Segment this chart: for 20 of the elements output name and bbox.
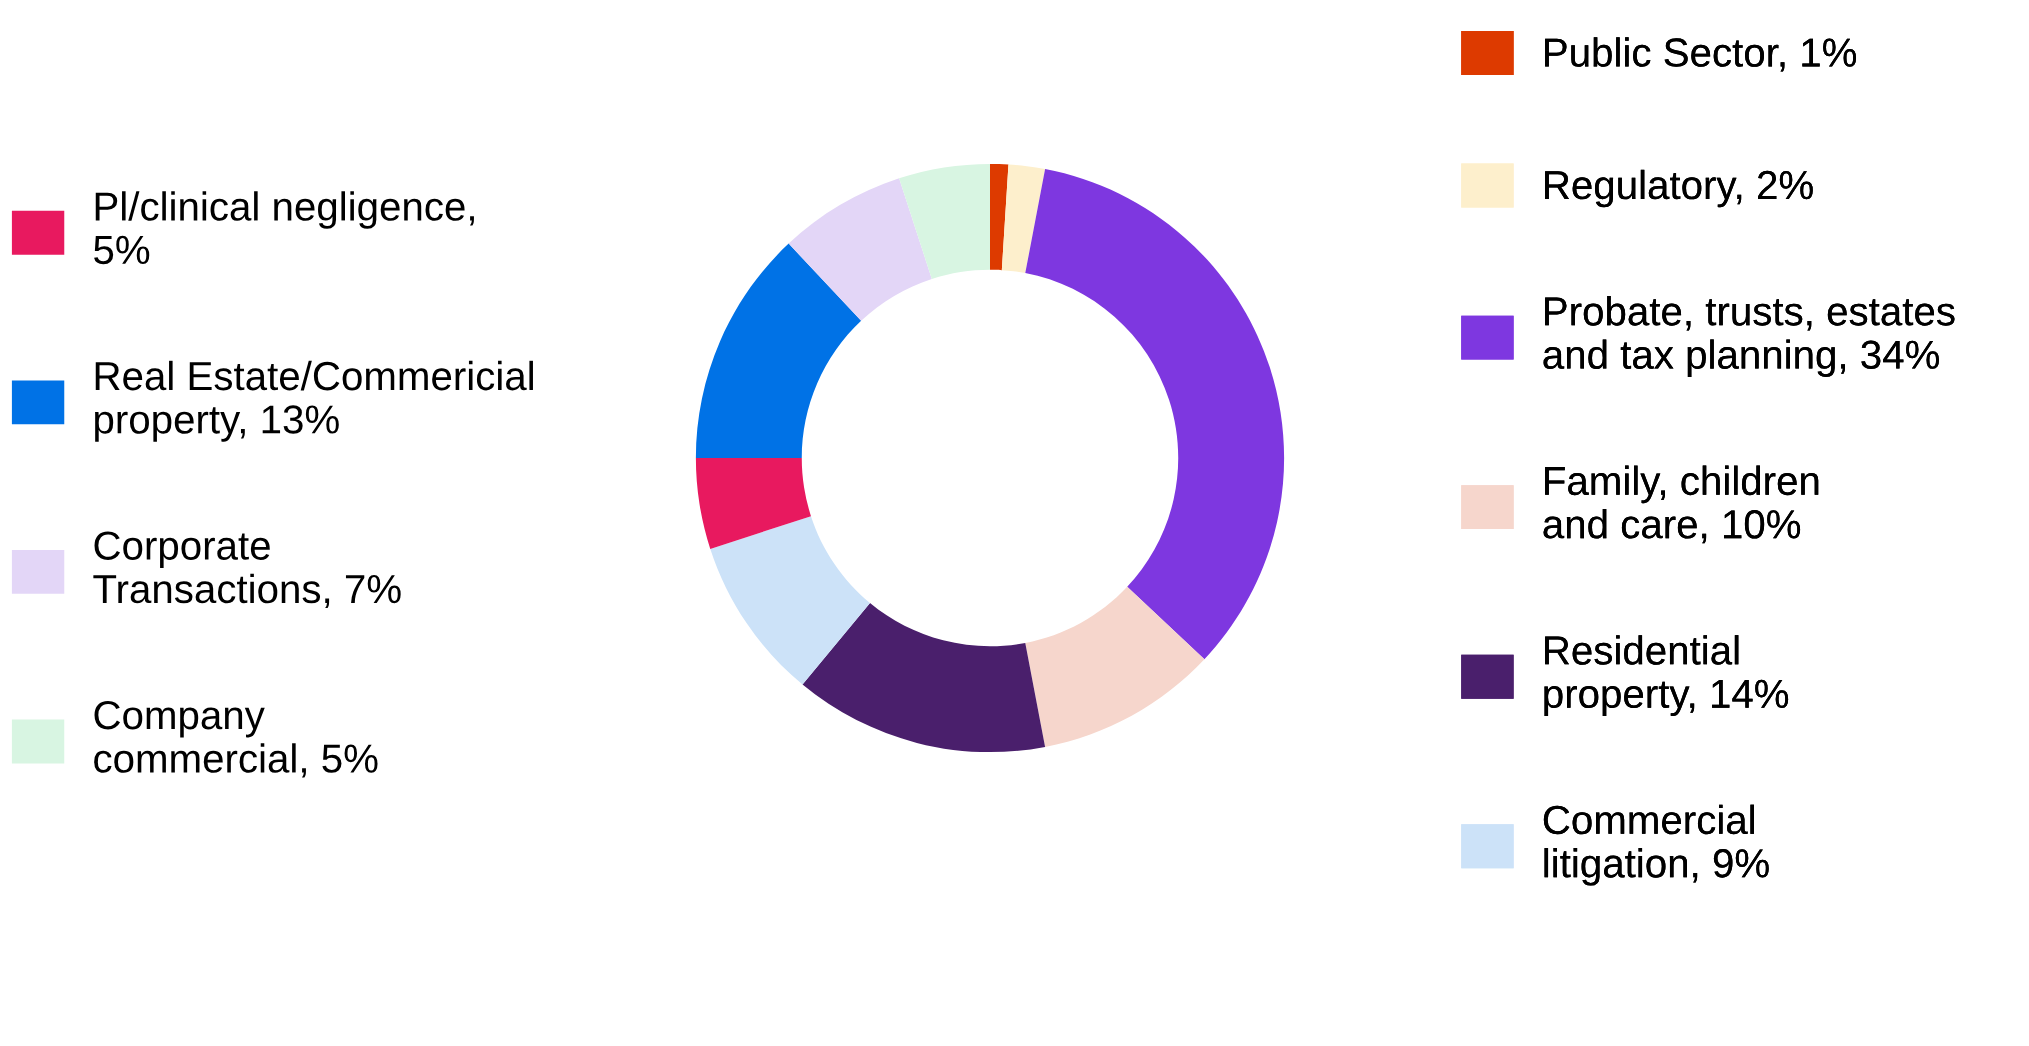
legend-label: Company commercial, 5% [94,700,378,778]
legend-label: Corporate Transactions, 7% [93,531,401,609]
legend-label: Commercial litigation, 9% [1543,804,1769,886]
donut-slice [802,603,1046,753]
donut-slice [695,458,811,549]
donut-slice [990,163,1009,271]
donut-slice [1025,169,1285,660]
legend-label: Regulatory, 2% [1545,169,1813,208]
donut-slice [710,516,871,685]
legend-label: Public Sector, 1% [1545,37,1857,72]
legend-label: Family, children and care, 10% [1543,465,1819,544]
donut-slice [1025,586,1205,747]
donut-slice [1001,164,1046,274]
donut-slice [695,243,862,458]
legend-label: Pl/clinical negligence, 5% [94,191,474,265]
donut-slice [899,163,990,279]
legend-label: Real Estate/Commericial property, 13% [95,360,533,442]
legend-label: Probate, trusts, estates and tax planning, 34% [1543,296,1955,377]
donut-slice [788,178,932,321]
legend-label: Residential property, 14% [1544,635,1789,717]
